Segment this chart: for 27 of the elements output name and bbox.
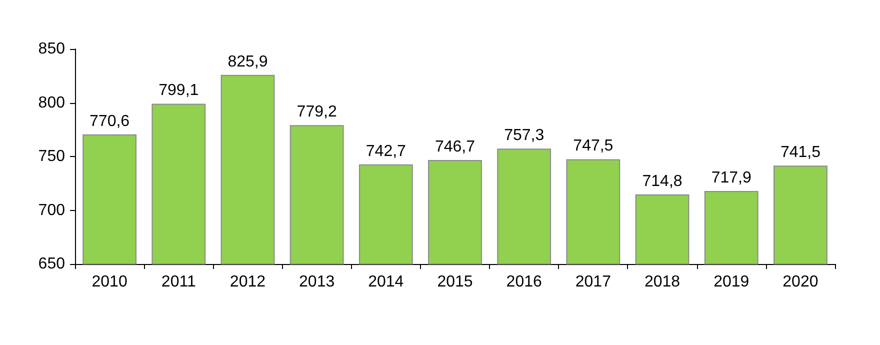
x-tick-label: 2020 <box>782 274 818 290</box>
data-label: 747,5 <box>573 138 614 155</box>
x-tick-label: 2010 <box>92 274 128 290</box>
data-label: 779,2 <box>296 104 337 121</box>
data-label: 757,3 <box>504 127 544 144</box>
data-label: 717,9 <box>711 170 752 187</box>
x-tick-label: 2011 <box>161 274 196 290</box>
y-tick-label: 800 <box>38 94 66 112</box>
y-tick-label: 750 <box>38 148 66 165</box>
y-tick-label: 700 <box>38 202 66 219</box>
data-label: 714,8 <box>642 172 682 190</box>
x-tick-label: 2015 <box>437 274 473 290</box>
x-tick-label: 2019 <box>714 274 750 290</box>
data-label: 742,7 <box>366 142 406 160</box>
y-tick-label: 850 <box>38 40 66 58</box>
y-tick-label: 650 <box>38 256 66 272</box>
x-tick-label: 2017 <box>575 274 612 290</box>
data-label: 746,7 <box>434 138 476 156</box>
data-label: 799,1 <box>158 82 199 100</box>
x-tick-label: 2016 <box>506 274 542 290</box>
x-tick-label: 2013 <box>299 274 335 290</box>
x-tick-label: 2012 <box>230 274 266 290</box>
data-label: 770,6 <box>90 112 130 130</box>
data-label: 825,9 <box>228 53 268 70</box>
x-tick-label: 2018 <box>644 274 680 290</box>
x-tick-label: 2014 <box>368 274 404 290</box>
data-label: 741,5 <box>780 144 821 162</box>
